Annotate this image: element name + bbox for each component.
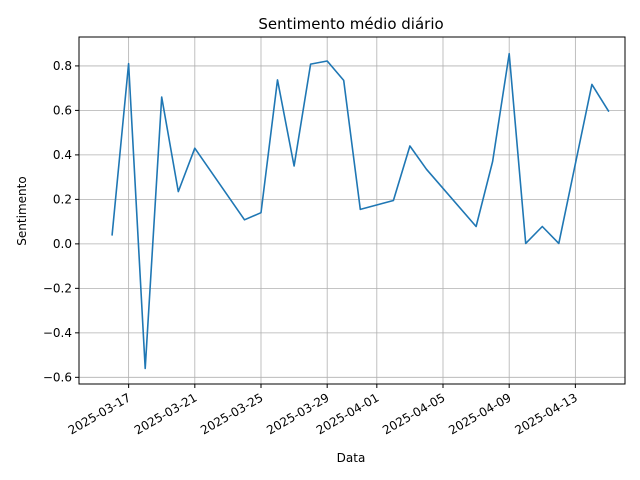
y-tick-label: 0.8 (53, 59, 72, 73)
y-tick-label: 0.4 (53, 148, 72, 162)
x-tick-label: 2025-04-05 (380, 390, 447, 437)
series-line (111, 52, 610, 370)
y-axis-ticks: −0.6 −0.4 −0.2 0.0 0.2 0.4 0.6 0.8 (43, 59, 79, 384)
y-axis-label: Sentimento (15, 176, 29, 245)
chart-title: Sentimento médio diário (258, 15, 443, 33)
y-tick-label: 0.0 (53, 237, 72, 251)
data-series (111, 52, 610, 370)
x-axis-label: Data (337, 451, 366, 465)
y-tick-label: −0.2 (43, 281, 72, 295)
grid-lines (79, 37, 625, 384)
y-tick-label: −0.6 (43, 370, 72, 384)
x-tick-label: 2025-04-09 (446, 390, 513, 437)
y-tick-label: −0.4 (43, 326, 72, 340)
x-axis-ticks: 2025-03-172025-03-212025-03-252025-03-29… (66, 384, 580, 437)
x-tick-label: 2025-03-17 (66, 390, 133, 437)
plot-frame (78, 36, 626, 385)
x-tick-label: 2025-03-25 (198, 390, 265, 437)
y-tick-label: 0.6 (53, 103, 72, 117)
x-tick-label: 2025-04-13 (512, 390, 579, 437)
x-tick-label: 2025-03-21 (132, 390, 199, 437)
y-tick-label: 0.2 (53, 192, 72, 206)
